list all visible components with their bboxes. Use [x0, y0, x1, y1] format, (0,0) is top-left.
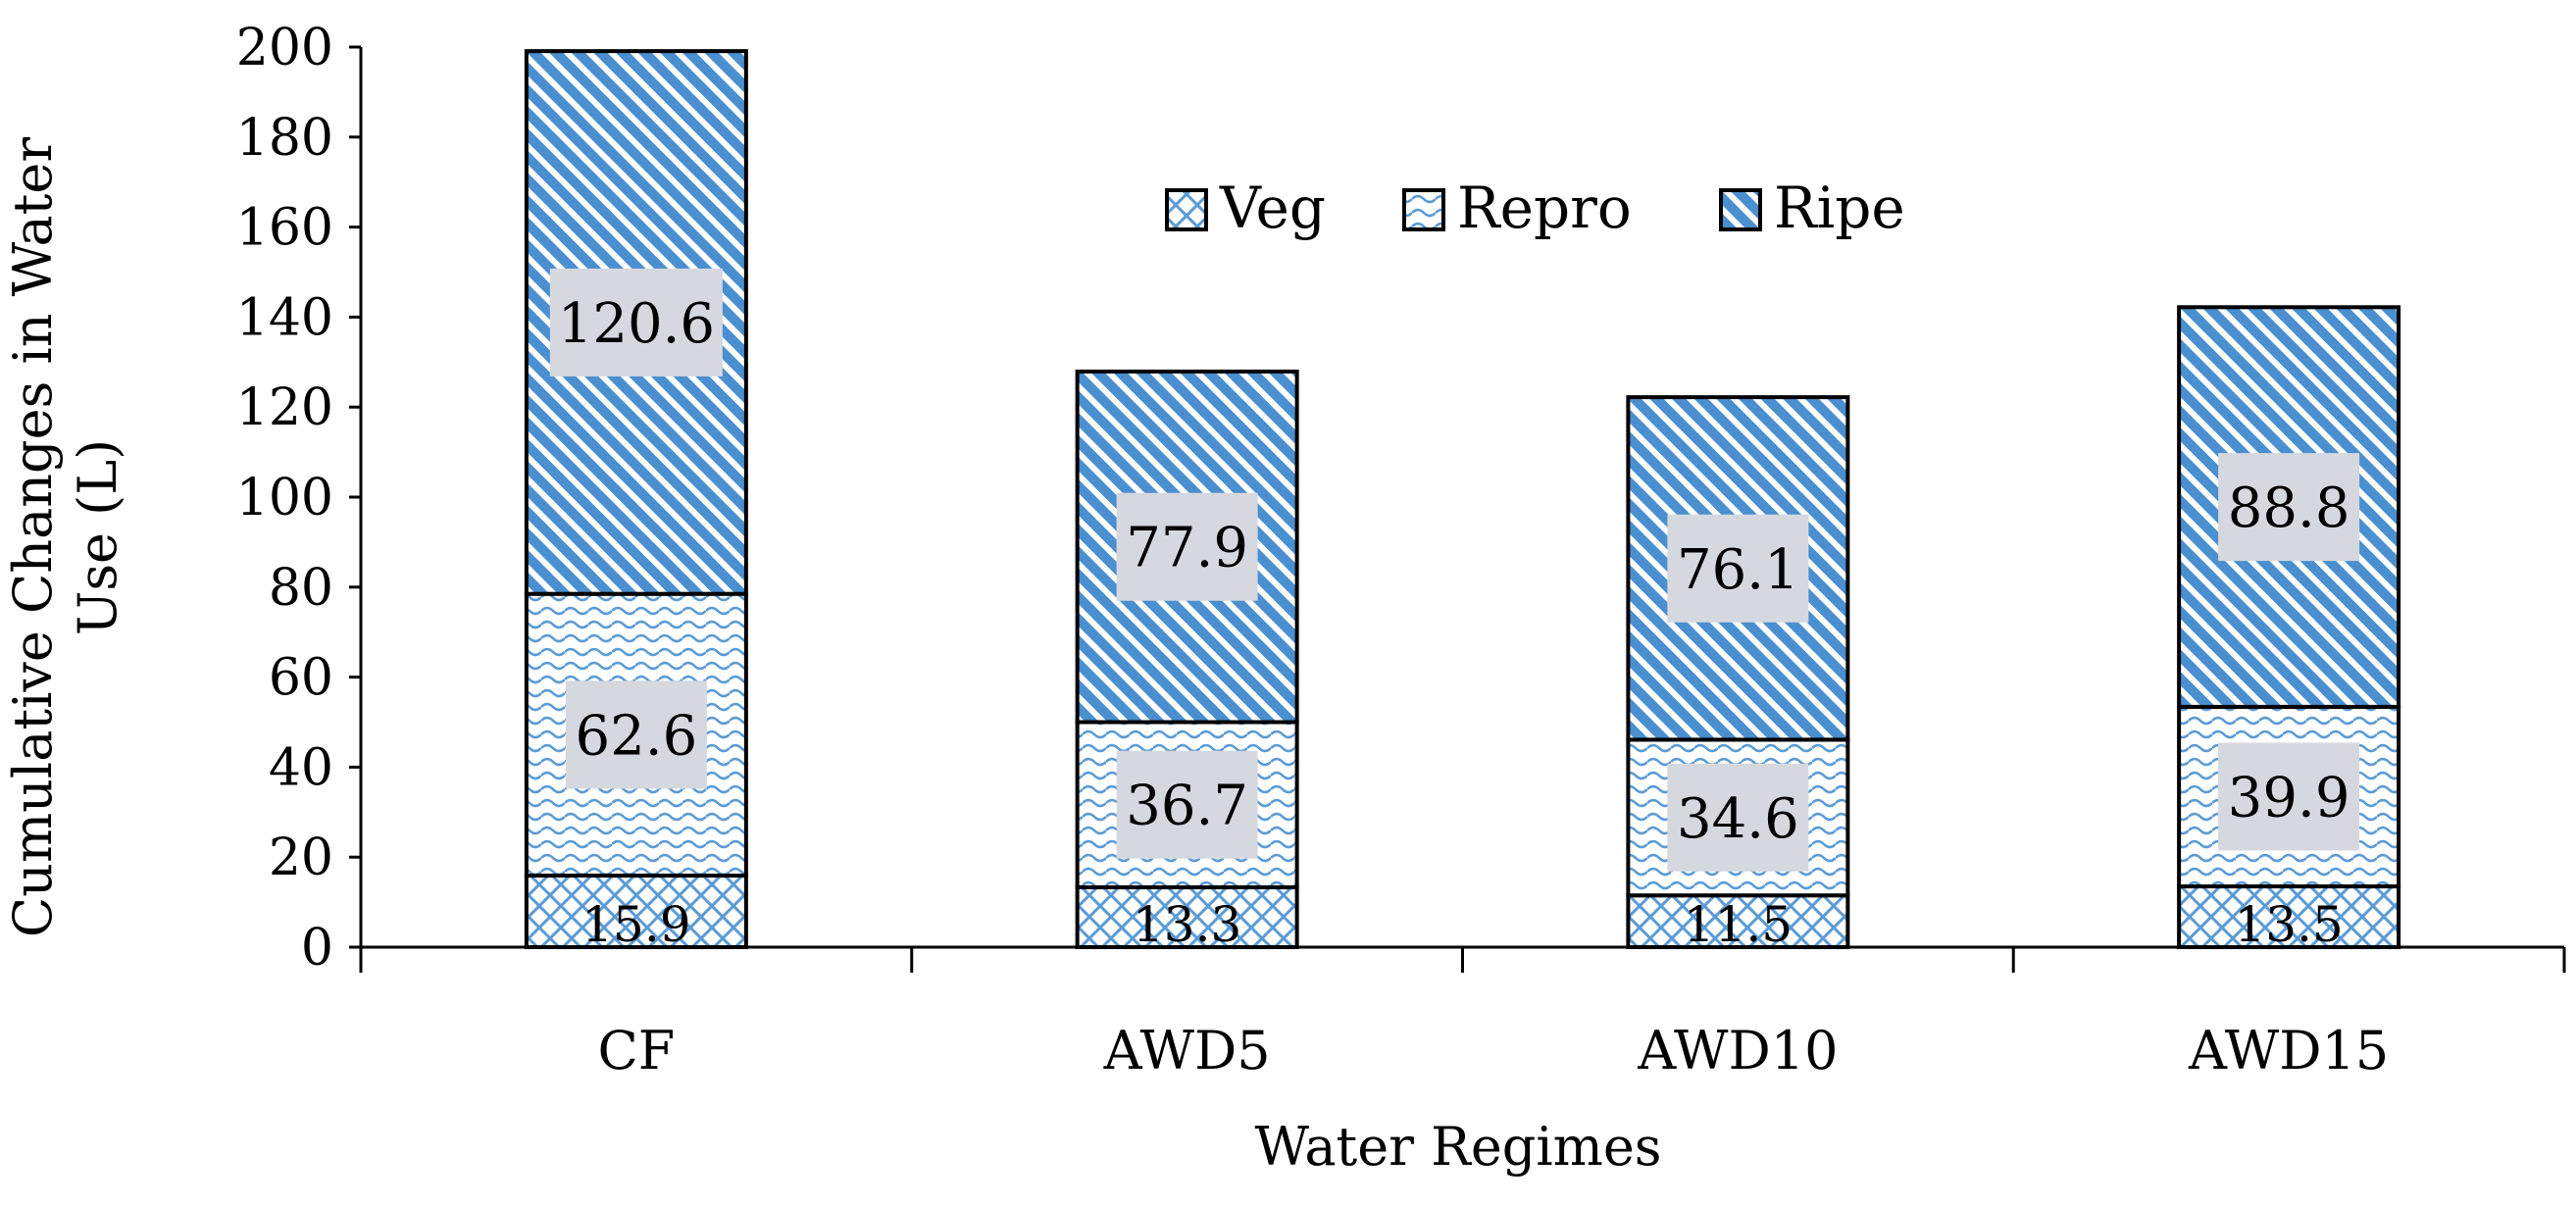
y-tick-label: 0 — [301, 919, 333, 978]
x-axis-title: Water Regimes — [1255, 1116, 1662, 1178]
value-label-veg: 11.5 — [1684, 896, 1793, 953]
y-tick-label: 140 — [236, 288, 333, 347]
value-label-box — [2218, 742, 2360, 851]
y-axis-title-line-2: Use (L) — [67, 439, 128, 635]
value-label-box — [1667, 763, 1809, 872]
value-label-veg: 13.5 — [2234, 896, 2343, 953]
value-label-box — [2218, 453, 2360, 562]
value-label-repro: 62.6 — [576, 704, 698, 768]
bar-veg-awd15 — [2177, 884, 2401, 949]
y-axis-title-line-1: Cumulative Changes in Water — [2, 137, 64, 937]
y-tick-label: 100 — [236, 469, 333, 528]
y-tick-label: 160 — [236, 199, 333, 258]
legend: Veg Repro Ripe — [1165, 175, 1905, 241]
value-label-veg: 15.9 — [581, 896, 690, 953]
x-tick-label: AWD10 — [1637, 1020, 1838, 1081]
value-label-ripe: 77.9 — [1126, 517, 1248, 580]
value-label-ripe: 76.1 — [1677, 538, 1799, 602]
y-tick-label: 180 — [236, 109, 333, 168]
bar-veg-awd10 — [1626, 893, 1850, 950]
y-tick-label: 20 — [269, 829, 333, 887]
value-label-box — [565, 680, 707, 789]
y-tick-label: 40 — [269, 738, 333, 797]
value-labels-group: 15.9 62.6 120.6 13.3 36.7 77.9 11.5 34.6 76.1 13.… — [549, 268, 2360, 953]
x-tick-label: AWD15 — [2188, 1020, 2389, 1081]
value-label-ripe: 88.8 — [2228, 477, 2350, 540]
y-tick-label: 120 — [236, 378, 333, 437]
value-label-box — [1116, 750, 1258, 859]
legend-label-ripe: Ripe — [1774, 175, 1905, 241]
y-tick-label: 80 — [269, 559, 333, 618]
x-axis: CF AWD5 AWD10 AWD15 — [359, 945, 2566, 1081]
x-tick-label: CF — [597, 1020, 675, 1081]
value-label-ripe: 120.6 — [558, 292, 715, 356]
value-label-box — [549, 268, 723, 377]
value-label-veg: 13.3 — [1133, 896, 1241, 953]
value-label-box — [1667, 514, 1809, 623]
x-tick-label: AWD5 — [1103, 1020, 1271, 1081]
legend-label-veg: Veg — [1219, 175, 1326, 241]
legend-swatch-ripe — [1719, 188, 1762, 231]
value-label-repro: 36.7 — [1126, 775, 1248, 838]
legend-swatch-repro — [1402, 188, 1445, 231]
y-axis: 0 20 40 60 80 100 120 140 160 180 200 — [236, 19, 363, 978]
value-label-repro: 39.9 — [2228, 766, 2350, 829]
legend-swatch-veg — [1165, 188, 1208, 231]
value-label-repro: 34.6 — [1677, 787, 1799, 851]
value-label-box — [1116, 492, 1258, 601]
y-tick-label: 200 — [236, 19, 333, 77]
y-tick-label: 60 — [269, 649, 333, 708]
legend-label-repro: Repro — [1457, 175, 1632, 241]
